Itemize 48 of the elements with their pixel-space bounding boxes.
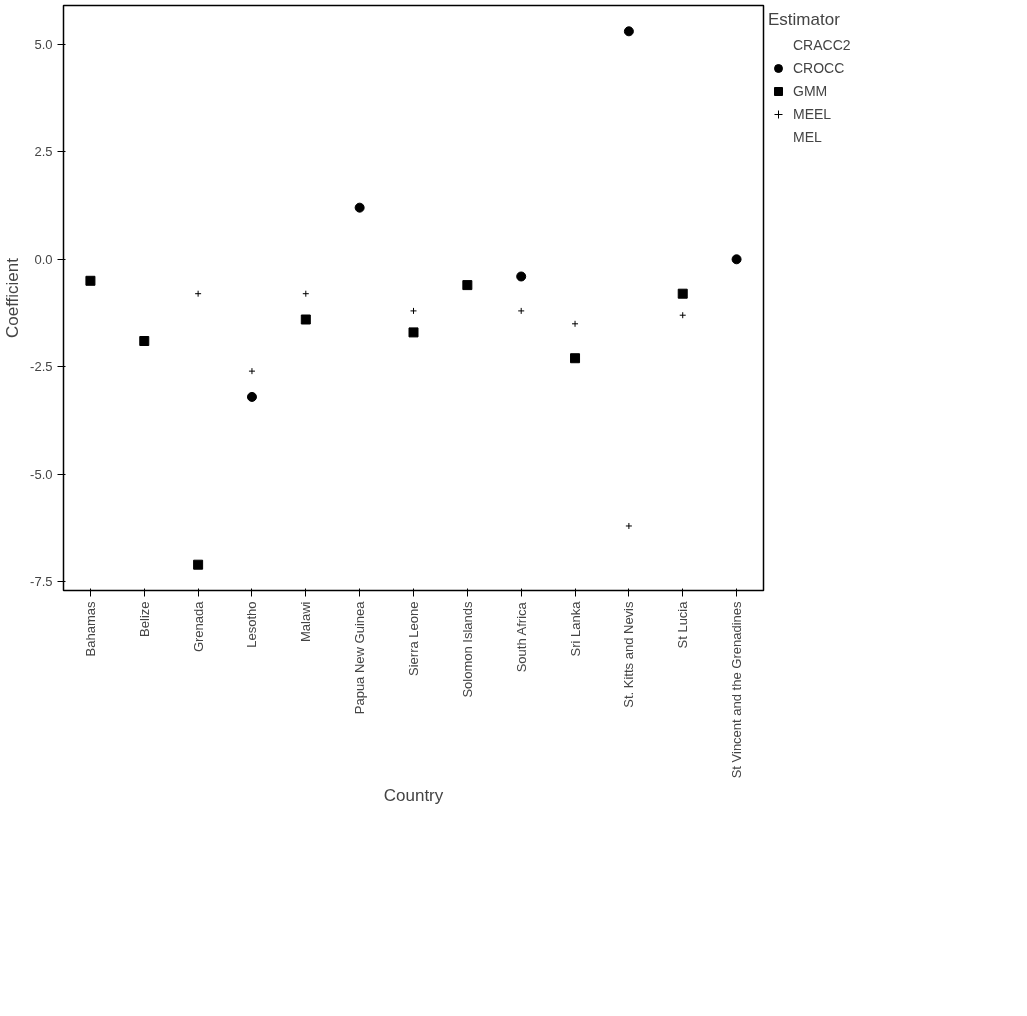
point: [516, 271, 527, 282]
x-tick-label: South Africa: [513, 601, 529, 673]
point: [517, 307, 525, 315]
x-tick-label: St. Kitts and Nevis: [621, 601, 637, 708]
y-tick-label: -5.0: [30, 466, 53, 482]
text: CRACC2: [793, 37, 851, 53]
legend-label: GMM: [793, 83, 828, 99]
x-tick-label: Sri Lanka: [567, 600, 583, 657]
point: [139, 336, 150, 347]
y-tick-label: 2.5: [34, 144, 53, 160]
point: [623, 26, 634, 37]
point: [731, 254, 742, 265]
point: [571, 320, 579, 328]
x-axis-title: Country: [383, 786, 444, 806]
point: [462, 280, 473, 291]
y-tick-label: 5.0: [34, 36, 53, 52]
x-tick-label: St Vincent and the Grenadines: [729, 601, 745, 779]
x-tick-label: Lesotho: [244, 601, 260, 648]
point: [194, 290, 202, 298]
point: [410, 307, 417, 315]
x-tick-label: Malawi: [298, 601, 314, 642]
x-tick-label: Grenada: [190, 600, 206, 653]
point: [300, 314, 311, 325]
x-tick-label: Solomon Islands: [459, 601, 475, 698]
x-tick-label: Belize: [136, 601, 152, 637]
y-tick-label: 0.0: [34, 251, 53, 267]
point: [570, 353, 581, 364]
y-tick-label: -7.5: [30, 574, 53, 590]
point: [302, 290, 310, 298]
legend-title: Estimator: [768, 10, 841, 30]
point: [248, 367, 256, 375]
point: [354, 202, 365, 213]
legend-label: MEEL: [793, 106, 832, 122]
x-tick-label: Papua New Guinea: [352, 600, 368, 715]
point: [193, 559, 204, 570]
point: [677, 288, 688, 299]
x-tick-label: Bahamas: [82, 601, 98, 657]
y-axis-title: Coefficient: [3, 257, 23, 339]
text: MEL: [793, 129, 822, 145]
point: [246, 391, 257, 402]
point: [625, 522, 633, 530]
y-tick-label: -2.5: [30, 359, 53, 375]
legend-label: CROCC: [793, 60, 845, 76]
point: [85, 275, 96, 286]
x-tick-label: St Lucia: [675, 600, 691, 649]
point: [679, 311, 687, 319]
point: [408, 327, 419, 338]
x-tick-label: Sierra Leone: [406, 601, 421, 676]
